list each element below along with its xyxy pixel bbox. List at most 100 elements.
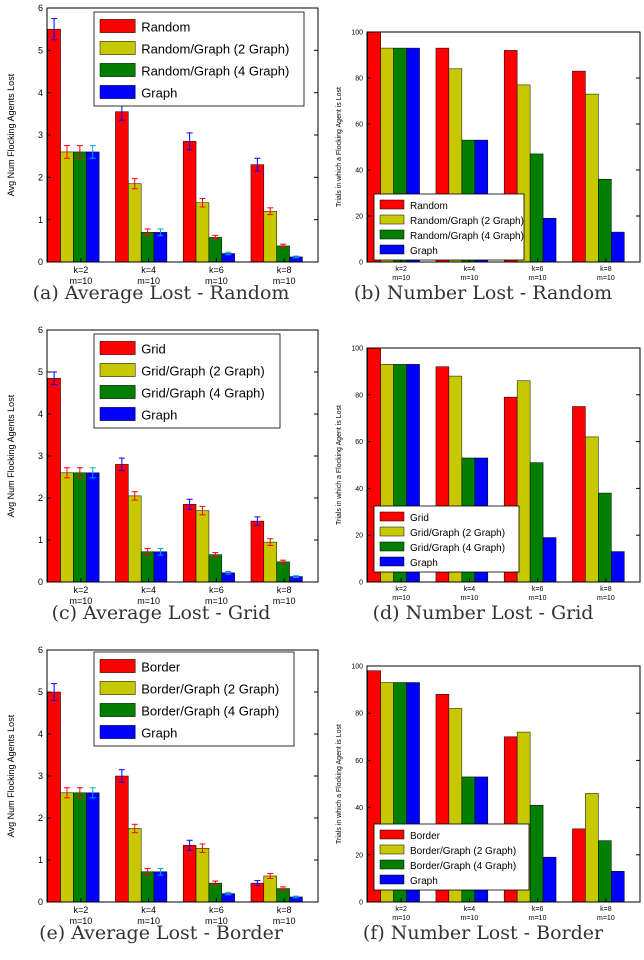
y-tick-label: 6 <box>38 645 43 655</box>
y-tick-label: 0 <box>359 259 363 266</box>
bar-green-2 <box>529 462 544 583</box>
y-tick-label: 40 <box>355 486 363 493</box>
y-tick-label: 100 <box>351 345 363 352</box>
chart-number-lost-random: 0 20 40 60 80 100 k=2 m=10 k=4 m=10 k=6 m=10 k=8 m=10… <box>336 29 641 282</box>
legend-label: Border <box>410 831 441 842</box>
x-tick-label: m=10 <box>392 595 410 602</box>
legend-label: Random/Graph (4 Graph) <box>141 64 289 79</box>
y-tick-label: 0 <box>38 897 43 907</box>
x-tick-label: k=8 <box>277 265 292 275</box>
caption: (b) Number Lost - Random <box>353 282 613 304</box>
x-tick-label: k=6 <box>532 266 544 273</box>
x-tick-label: k=4 <box>464 586 476 593</box>
legend-label: Border/Graph (4 Graph) <box>410 861 516 872</box>
legend-label: Grid/Graph (2 Graph) <box>141 364 265 379</box>
bar-red-0 <box>47 691 61 903</box>
chart-number-lost-border: 0 20 40 60 80 100 k=2 m=10 k=4 m=10 k=6 m=10 k=8 m=10… <box>336 663 641 922</box>
y-tick-label: 5 <box>38 45 43 55</box>
x-tick-label: k=2 <box>73 905 88 915</box>
legend-label: Graph <box>141 86 177 101</box>
y-tick-label: 20 <box>355 213 363 220</box>
bar-blue-0 <box>86 472 100 583</box>
y-tick-label: 100 <box>351 663 363 670</box>
legend-label: Border/Graph (2 Graph) <box>141 682 279 697</box>
x-tick-label: k=4 <box>464 906 476 913</box>
legend-swatch-yellow <box>379 526 405 537</box>
bar-red-3 <box>250 520 265 583</box>
bar-blue-3 <box>611 231 625 263</box>
bar-green-1 <box>140 871 155 903</box>
bar-yellow-0 <box>60 792 74 903</box>
y-tick-label: 1 <box>38 215 43 225</box>
x-tick-label: m=10 <box>69 276 92 286</box>
panel-f-number-lost-border: 0 20 40 60 80 100 k=2 m=10 k=4 m=10 k=6 m=10 k=8 m=10… <box>322 640 644 960</box>
y-tick-label: 5 <box>38 687 43 697</box>
bar-blue-3 <box>611 551 625 583</box>
x-tick-label: m=10 <box>392 915 410 922</box>
x-tick-label: k=4 <box>141 265 156 275</box>
bar-blue-2 <box>542 218 557 263</box>
bar-green-0 <box>73 792 87 903</box>
y-axis-label: Trials in which a Flocking Agent is Lost <box>336 405 343 525</box>
y-tick-label: 20 <box>355 852 363 859</box>
bar-green-2 <box>208 237 223 263</box>
bar-blue-0 <box>86 792 100 903</box>
legend-swatch-blue <box>379 244 405 255</box>
y-axis-label: Trials in which a Flocking Agent is Lost <box>336 724 343 844</box>
y-tick-label: 3 <box>38 771 43 781</box>
x-tick-label: m=10 <box>461 915 479 922</box>
bar-blue-0 <box>86 151 100 263</box>
bar-red-3 <box>250 164 265 263</box>
bar-green-3 <box>598 178 612 263</box>
legend-swatch-yellow <box>379 844 405 855</box>
bar-red-1 <box>115 111 129 263</box>
x-tick-label: k=2 <box>395 266 407 273</box>
x-tick-label: k=8 <box>277 905 292 915</box>
legend-swatch-blue <box>99 725 136 739</box>
bar-red-2 <box>182 141 197 263</box>
x-tick-label: m=10 <box>392 275 410 282</box>
x-tick-label: m=10 <box>205 596 228 606</box>
legend-swatch-blue <box>379 556 405 567</box>
plot-frame <box>366 347 641 583</box>
bar-red-3 <box>572 406 586 583</box>
legend-label: Graph <box>141 408 177 423</box>
y-axis-label: Avg Num Flocking Agents Lost <box>6 73 16 196</box>
x-tick-label: k=4 <box>141 905 156 915</box>
y-tick-label: 60 <box>355 439 363 446</box>
x-tick-label: k=6 <box>532 586 544 593</box>
legend-swatch-blue <box>99 407 136 421</box>
legend-swatch-red <box>99 659 136 673</box>
x-tick-label: m=10 <box>137 596 160 606</box>
x-tick-label: m=10 <box>529 275 547 282</box>
bar-red-2 <box>182 845 197 903</box>
panel-e-average-lost-border: 0 1 2 3 4 5 6 k=2 m=10 k=4 m=10 k=6 m=10 k=8 m=10 Avg N… <box>0 640 322 960</box>
legend-swatch-yellow <box>99 363 136 377</box>
x-tick-label: m=10 <box>273 276 296 286</box>
x-tick-label: m=10 <box>69 916 92 926</box>
legend-swatch-red <box>379 829 405 840</box>
x-tick-label: m=10 <box>529 915 547 922</box>
y-tick-label: 40 <box>355 805 363 812</box>
bar-green-0 <box>73 151 87 263</box>
bar-yellow-0 <box>60 151 74 263</box>
legend-swatch-green <box>379 541 405 552</box>
legend-swatch-green <box>379 229 405 240</box>
legend-label: Random/Graph (2 Graph) <box>141 42 289 57</box>
legend-label: Border/Graph (2 Graph) <box>410 846 516 857</box>
legend-swatch-yellow <box>379 214 405 225</box>
bar-yellow-0 <box>60 472 74 583</box>
bar-blue-1 <box>153 232 168 263</box>
legend-label: Border <box>141 660 181 675</box>
x-tick-label: m=10 <box>69 596 92 606</box>
bar-red-0 <box>47 378 61 583</box>
legend-swatch-red <box>379 199 405 210</box>
y-tick-label: 2 <box>38 172 43 182</box>
y-tick-label: 80 <box>355 75 363 82</box>
caption: (f) Number Lost - Border <box>362 922 604 944</box>
x-tick-label: m=10 <box>137 276 160 286</box>
bar-yellow-3 <box>263 210 277 263</box>
x-tick-label: m=10 <box>597 595 615 602</box>
bar-yellow-1 <box>128 183 142 263</box>
